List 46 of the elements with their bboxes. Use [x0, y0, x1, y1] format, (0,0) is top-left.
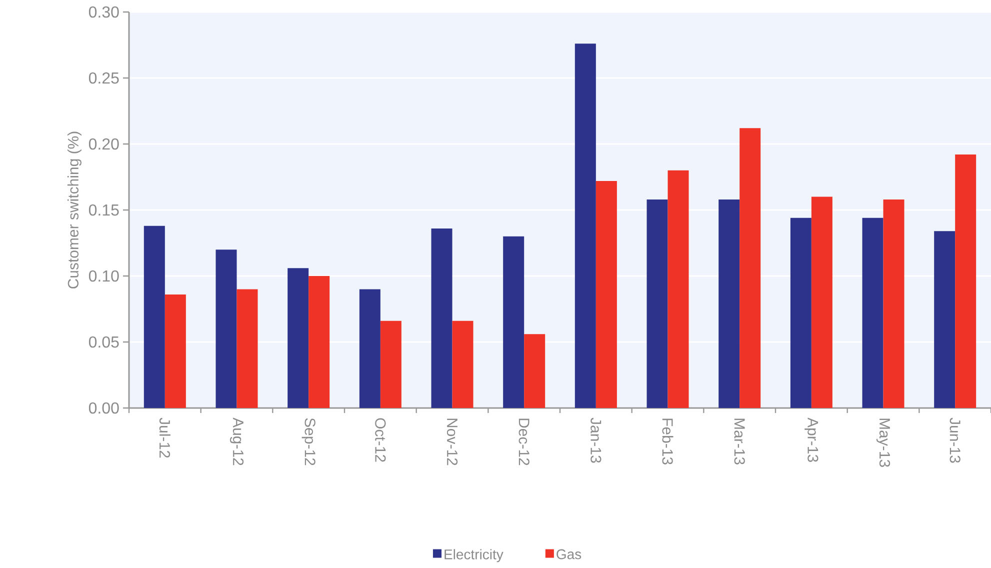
bar [883, 199, 904, 408]
x-tick-label: Jul-12 [159, 418, 170, 458]
bar [740, 128, 761, 408]
x-tick-label: Mar-13 [734, 418, 745, 464]
y-axis-title: Customer switching (%) [67, 132, 82, 288]
y-tick-label: 0.00 [88, 402, 119, 414]
bar [216, 250, 237, 408]
bar [574, 44, 596, 408]
legend-label: Electricity [444, 549, 504, 562]
bar [308, 276, 330, 408]
bar [862, 218, 884, 408]
x-tick-label: Oct-12 [375, 418, 386, 462]
bar [646, 199, 668, 408]
x-tick-label: Sep-12 [302, 418, 316, 466]
y-tick-label: 0.30 [88, 6, 119, 18]
bar [144, 226, 165, 408]
bar [934, 231, 956, 408]
bar [668, 170, 689, 408]
y-tick-label: 0.05 [88, 336, 119, 348]
y-tick-label: 0.20 [88, 138, 119, 150]
y-tick-label: 0.15 [88, 204, 119, 216]
x-tick-label: Aug-12 [230, 418, 244, 466]
bar [790, 218, 812, 408]
bar [524, 334, 546, 408]
bar [288, 268, 309, 408]
x-tick-label: Feb-13 [662, 418, 674, 464]
bar [452, 320, 474, 408]
bar [596, 180, 617, 408]
y-tick-label: 0.10 [88, 270, 119, 282]
y-tick-label: 0.25 [88, 72, 119, 84]
bar [811, 196, 832, 408]
legend-label: Gas [556, 549, 582, 560]
bar [718, 199, 740, 408]
x-tick-label: Apr-13 [804, 418, 818, 462]
x-tick-label: Jun-13 [950, 418, 960, 463]
bar [359, 289, 380, 408]
x-tick-label: Nov-12 [446, 418, 458, 466]
bar [380, 320, 402, 408]
bar [503, 236, 524, 408]
bar [431, 228, 452, 408]
x-tick-label: Dec-12 [518, 418, 530, 466]
bar [236, 289, 258, 408]
bar [164, 294, 186, 408]
x-tick-label: Jan-13 [590, 418, 602, 463]
bar [955, 154, 976, 408]
x-tick-label: May-13 [876, 418, 890, 467]
